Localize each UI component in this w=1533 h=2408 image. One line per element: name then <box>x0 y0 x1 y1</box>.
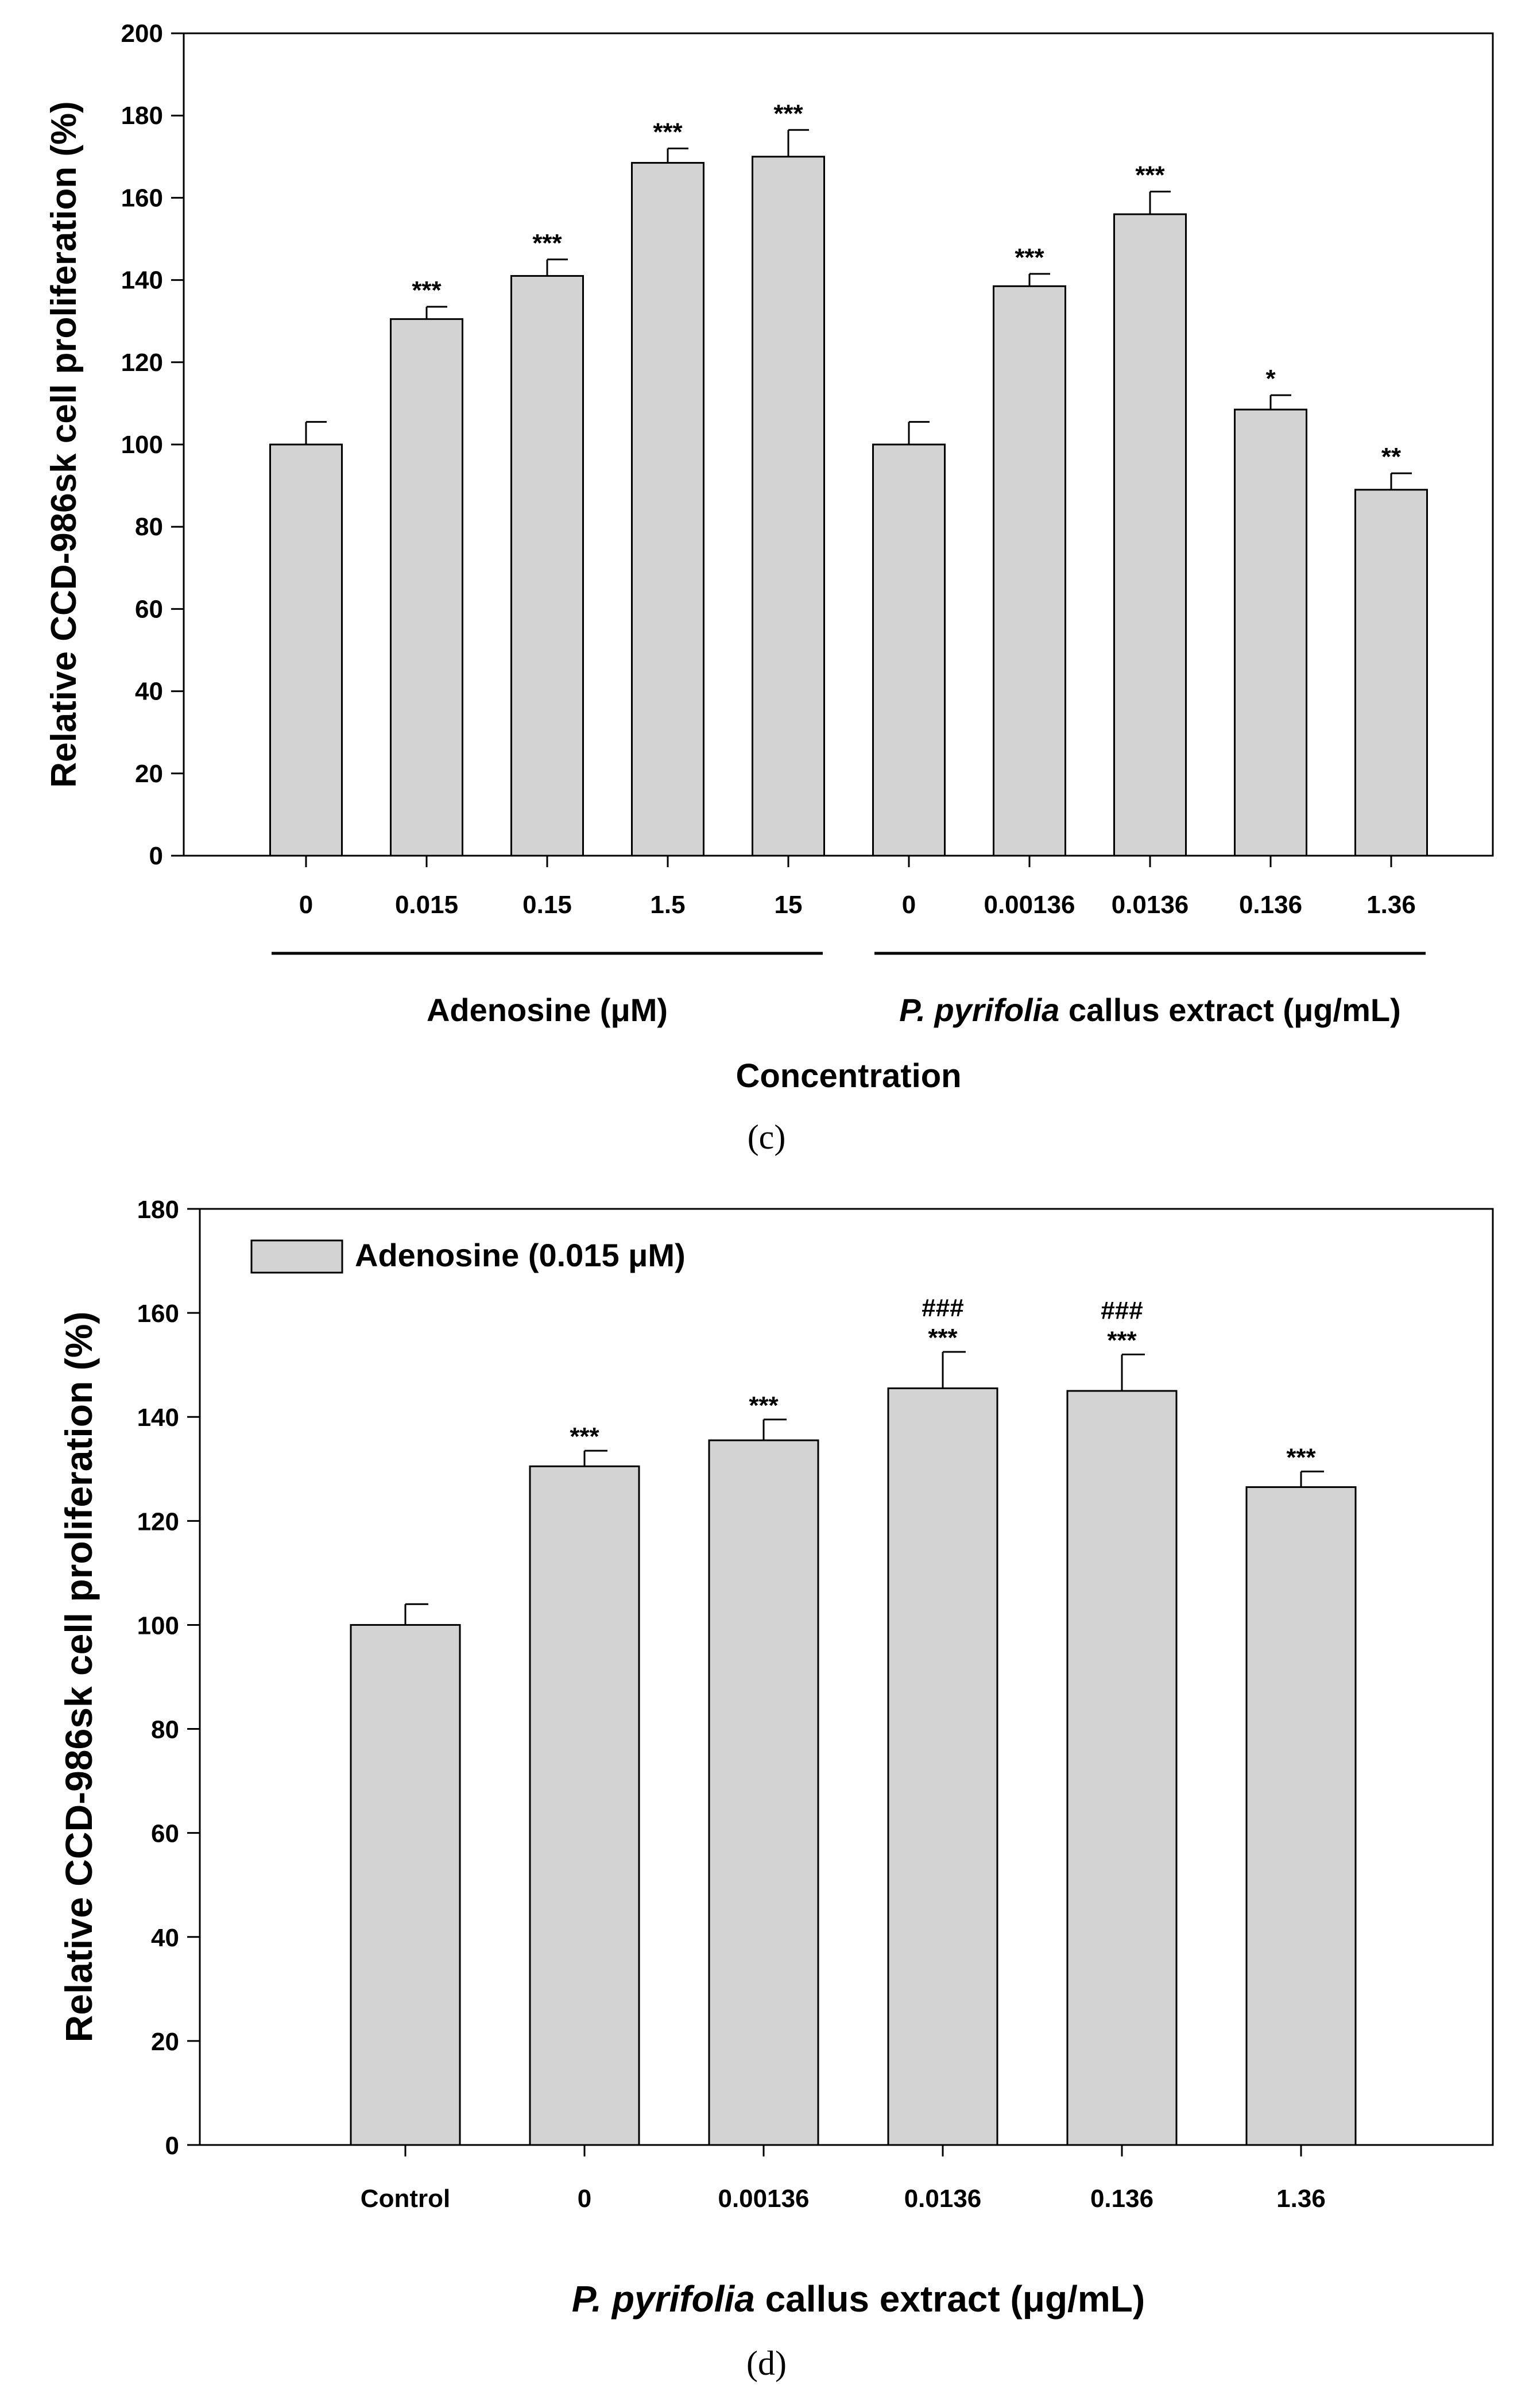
x-tick-label: 0.00136 <box>984 891 1075 919</box>
y-tick-label: 200 <box>121 20 163 48</box>
y-tick-label: 80 <box>135 513 163 541</box>
legend-label: Adenosine (0.015 μM) <box>355 1237 686 1273</box>
y-tick-label: 120 <box>121 349 163 377</box>
x-tick-label: 0.015 <box>395 891 458 919</box>
bar <box>887 1387 998 2146</box>
y-tick-label: 160 <box>121 184 163 212</box>
panel-label: (d) <box>746 2344 787 2382</box>
y-tick-label: 80 <box>151 1716 179 1744</box>
bar <box>708 1439 819 2146</box>
bar <box>390 318 463 857</box>
panel-label: (c) <box>748 1118 786 1156</box>
group-label-rest: callus extract (μg/mL) <box>1059 992 1400 1028</box>
bar <box>1113 213 1187 857</box>
significance-label: *** <box>749 1392 779 1420</box>
y-tick-label: 60 <box>151 1820 179 1848</box>
bar <box>1066 1390 1178 2146</box>
significance-label: *** <box>1015 243 1044 272</box>
y-tick-label: 100 <box>137 1611 179 1640</box>
significance-label: ** <box>1381 443 1402 471</box>
x-tick-label: 0.15 <box>522 891 572 919</box>
x-tick-label: 0.0136 <box>904 2185 982 2213</box>
significance-label: *** <box>1286 1443 1316 1471</box>
x-axis-label: Concentration <box>735 1057 961 1095</box>
bar <box>1234 408 1307 857</box>
y-tick-label: 20 <box>135 760 163 788</box>
significance-label: *** <box>532 229 562 257</box>
group-label: P. pyrifolia callus extract (μg/mL) <box>899 992 1401 1028</box>
x-tick-label: 0 <box>902 891 916 919</box>
significance-hash-label: ### <box>922 1294 963 1322</box>
y-tick-label: 180 <box>121 102 163 130</box>
group-label: Adenosine (μM) <box>427 992 668 1028</box>
significance-label: *** <box>1135 161 1165 190</box>
significance-label: *** <box>570 1423 599 1451</box>
y-tick-label: 20 <box>151 2028 179 2056</box>
y-axis-label: Relative CCD-986sk cell proliferation (%… <box>57 1312 100 2043</box>
y-tick-label: 100 <box>121 431 163 459</box>
significance-label: *** <box>412 276 442 304</box>
y-tick-label: 40 <box>135 678 163 706</box>
significance-label: * <box>1265 365 1276 393</box>
x-tick-label: 1.36 <box>1366 891 1416 919</box>
x-axis-label: P. pyrifolia callus extract (μg/mL) <box>572 2278 1145 2320</box>
bar <box>269 443 343 857</box>
significance-label: *** <box>928 1324 958 1352</box>
y-tick-label: 0 <box>165 2132 179 2160</box>
y-tick-label: 120 <box>137 1508 179 1536</box>
x-tick-label: 0.136 <box>1239 891 1302 919</box>
legend-swatch <box>250 1239 343 1274</box>
y-tick-label: 180 <box>137 1196 179 1224</box>
chart-d: 0 20 40 60 80 100 120 140 160 180 Control 0 *** 0.001… <box>57 1196 1494 2382</box>
bar <box>631 162 704 857</box>
bar <box>529 1465 640 2146</box>
y-tick-label: 140 <box>137 1404 179 1432</box>
x-tick-label: 15 <box>775 891 803 919</box>
x-axis-label-rest: callus extract (μg/mL) <box>755 2278 1145 2320</box>
x-tick-label: Control <box>361 2185 450 2213</box>
y-axis-label: Relative CCD-986sk cell proliferation (%… <box>44 101 84 788</box>
bar <box>350 1624 461 2146</box>
y-tick-label: 160 <box>137 1300 179 1328</box>
x-axis-label-italic: P. pyrifolia <box>572 2278 755 2320</box>
significance-label: *** <box>1107 1327 1137 1355</box>
plot-frame-d <box>199 1208 1494 2146</box>
bar <box>752 156 825 857</box>
bar <box>1354 489 1428 857</box>
x-tick-label: 1.5 <box>650 891 685 919</box>
y-tick-label: 0 <box>149 842 163 870</box>
x-tick-label: 0 <box>299 891 313 919</box>
x-tick-label: 0.136 <box>1090 2185 1153 2213</box>
bar <box>872 443 946 857</box>
significance-label: *** <box>653 118 683 146</box>
y-tick-label: 40 <box>151 1924 179 1952</box>
x-tick-label: 0 <box>578 2185 591 2213</box>
significance-label: *** <box>773 99 803 127</box>
x-tick-label: 0.00136 <box>718 2185 809 2213</box>
x-tick-label: 1.36 <box>1276 2185 1326 2213</box>
y-tick-label: 60 <box>135 595 163 623</box>
bar <box>1245 1486 1357 2146</box>
significance-hash-label: ### <box>1101 1297 1143 1325</box>
group-label-italic: P. pyrifolia <box>899 992 1059 1028</box>
x-tick-label: 0.0136 <box>1112 891 1189 919</box>
bar <box>993 285 1066 857</box>
y-tick-label: 140 <box>121 266 163 295</box>
bar <box>510 275 584 857</box>
